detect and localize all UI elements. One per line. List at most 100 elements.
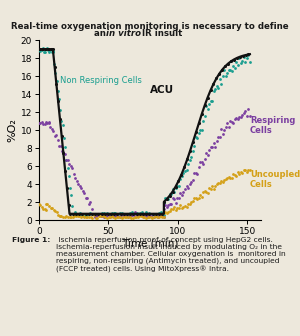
- Point: [180, 173, 184, 179]
- Point: [193, 135, 198, 140]
- Point: [39, 205, 44, 210]
- Point: [238, 169, 243, 174]
- Point: [173, 208, 178, 213]
- Point: [224, 125, 228, 130]
- Point: [207, 101, 212, 107]
- Point: [54, 81, 59, 87]
- Point: [119, 215, 124, 220]
- Point: [98, 213, 103, 218]
- Point: [109, 211, 113, 216]
- Point: [94, 213, 98, 218]
- Point: [211, 141, 216, 146]
- Point: [69, 214, 74, 220]
- Point: [172, 189, 177, 195]
- Point: [44, 120, 48, 125]
- Point: [136, 212, 141, 217]
- Point: [170, 189, 175, 194]
- Point: [85, 214, 90, 220]
- Point: [133, 209, 138, 215]
- Point: [193, 170, 198, 176]
- Point: [122, 214, 127, 219]
- Point: [161, 200, 166, 206]
- Point: [88, 214, 93, 219]
- Point: [128, 210, 133, 216]
- Point: [41, 206, 46, 212]
- Point: [101, 211, 106, 216]
- Point: [64, 157, 69, 162]
- Point: [192, 195, 197, 200]
- Point: [242, 55, 246, 60]
- Point: [198, 127, 203, 132]
- Point: [75, 214, 80, 219]
- Point: [201, 189, 206, 194]
- Point: [181, 171, 186, 176]
- Point: [76, 181, 81, 187]
- Point: [80, 214, 85, 219]
- X-axis label: Time (min): Time (min): [122, 239, 178, 249]
- Point: [170, 187, 175, 192]
- Point: [90, 215, 95, 220]
- Point: [115, 212, 119, 217]
- Point: [106, 214, 111, 219]
- Point: [192, 170, 197, 176]
- Point: [189, 199, 194, 205]
- Point: [236, 116, 240, 122]
- Point: [242, 167, 246, 172]
- Point: [207, 185, 212, 191]
- Point: [64, 158, 69, 163]
- Point: [140, 212, 144, 218]
- Point: [225, 120, 230, 126]
- Point: [244, 169, 249, 175]
- Point: [55, 137, 60, 143]
- Point: [44, 208, 48, 213]
- Point: [144, 211, 149, 216]
- Point: [86, 201, 91, 207]
- Point: [92, 215, 97, 220]
- Point: [181, 204, 186, 210]
- Point: [83, 213, 88, 219]
- Point: [46, 204, 51, 209]
- Point: [238, 60, 243, 66]
- Point: [95, 212, 100, 218]
- Point: [248, 59, 252, 65]
- Text: ACU: ACU: [150, 85, 174, 95]
- Point: [205, 95, 210, 100]
- Point: [177, 195, 182, 201]
- Point: [214, 83, 219, 88]
- Point: [103, 214, 108, 220]
- Point: [52, 64, 57, 69]
- Point: [198, 159, 203, 165]
- Point: [164, 205, 169, 210]
- Point: [180, 205, 184, 211]
- Point: [141, 211, 146, 216]
- Text: an: an: [94, 29, 110, 38]
- Point: [243, 52, 248, 58]
- Point: [163, 195, 168, 201]
- Point: [248, 168, 252, 173]
- Point: [50, 48, 55, 53]
- Point: [211, 186, 216, 191]
- Point: [177, 184, 182, 189]
- Point: [42, 207, 47, 212]
- Point: [44, 47, 49, 52]
- Point: [58, 116, 62, 121]
- Point: [224, 176, 228, 182]
- Point: [230, 119, 234, 125]
- Point: [202, 114, 207, 119]
- Point: [167, 208, 172, 213]
- Point: [199, 159, 204, 164]
- Point: [248, 114, 252, 119]
- Point: [83, 211, 88, 216]
- Point: [130, 212, 135, 218]
- Point: [136, 214, 140, 219]
- Point: [48, 47, 53, 53]
- Point: [231, 171, 236, 177]
- Point: [167, 192, 172, 197]
- Point: [65, 215, 70, 220]
- Point: [240, 53, 245, 58]
- Point: [154, 211, 158, 216]
- Point: [220, 67, 225, 73]
- Point: [128, 212, 133, 218]
- Point: [173, 186, 178, 191]
- Point: [89, 211, 94, 216]
